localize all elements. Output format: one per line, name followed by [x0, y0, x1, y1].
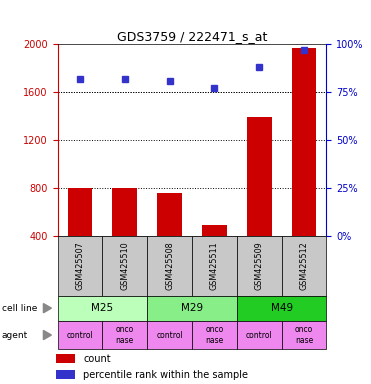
Text: M25: M25: [91, 303, 114, 313]
Bar: [282, 236, 326, 296]
Text: M49: M49: [270, 303, 293, 313]
Polygon shape: [43, 330, 52, 339]
Bar: [237, 236, 282, 296]
Bar: [147, 236, 192, 296]
Text: agent: agent: [2, 331, 28, 339]
Bar: [282, 321, 326, 349]
Bar: [58, 236, 102, 296]
Bar: [192, 321, 237, 349]
Bar: [58, 321, 102, 349]
Bar: [68, 188, 92, 236]
Text: control: control: [156, 331, 183, 339]
Text: cell line: cell line: [2, 304, 37, 313]
Text: count: count: [83, 354, 111, 364]
Text: GSM425508: GSM425508: [165, 242, 174, 290]
Text: GSM425512: GSM425512: [299, 242, 309, 290]
Text: GSM425509: GSM425509: [255, 242, 264, 290]
Text: M29: M29: [181, 303, 203, 313]
Text: control: control: [246, 331, 273, 339]
Text: GSM425511: GSM425511: [210, 242, 219, 290]
Bar: [237, 321, 282, 349]
Text: onco
nase: onco nase: [116, 325, 134, 345]
Bar: [202, 225, 227, 236]
Polygon shape: [43, 303, 52, 313]
Title: GDS3759 / 222471_s_at: GDS3759 / 222471_s_at: [117, 30, 267, 43]
Text: onco
nase: onco nase: [205, 325, 224, 345]
Bar: [292, 48, 316, 236]
Text: onco
nase: onco nase: [295, 325, 313, 345]
Bar: [102, 236, 147, 296]
Bar: [192, 236, 237, 296]
Bar: [147, 321, 192, 349]
Bar: [157, 193, 182, 236]
Bar: [102, 321, 147, 349]
Bar: [56, 354, 75, 363]
Bar: [147, 296, 237, 321]
Bar: [247, 118, 272, 236]
Text: control: control: [66, 331, 93, 339]
Text: GSM425507: GSM425507: [75, 242, 85, 290]
Text: percentile rank within the sample: percentile rank within the sample: [83, 370, 248, 380]
Bar: [112, 188, 137, 236]
Bar: [237, 296, 326, 321]
Bar: [56, 370, 75, 379]
Text: GSM425510: GSM425510: [120, 242, 129, 290]
Bar: [58, 296, 147, 321]
